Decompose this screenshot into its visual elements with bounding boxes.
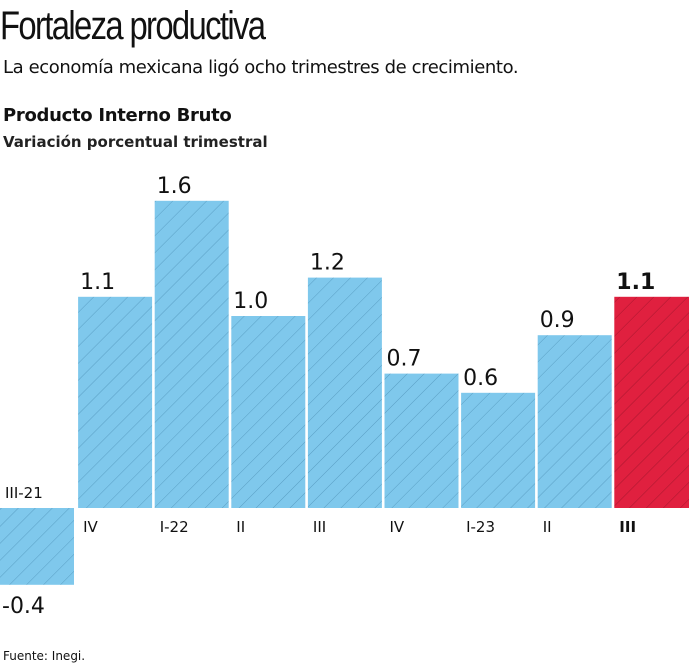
source-note: Fuente: Inegi. (3, 649, 86, 663)
chart-title: Producto Interno Bruto (3, 105, 232, 126)
bar (537, 335, 612, 508)
category-label: I-23 (466, 518, 495, 536)
bar (78, 296, 153, 508)
category-label: IV (390, 518, 405, 536)
category-label: II (236, 518, 245, 536)
bar (154, 200, 229, 509)
category-label: II (543, 518, 552, 536)
value-label: 1.0 (233, 289, 268, 314)
value-label: 0.9 (540, 308, 575, 333)
value-label: -0.4 (2, 594, 45, 619)
value-label: 1.2 (310, 251, 345, 276)
bar (614, 296, 689, 508)
chart-subtitle: Variación porcentual trimestral (3, 133, 268, 151)
value-label: 0.7 (387, 347, 422, 372)
bar (461, 392, 536, 508)
value-label: 0.6 (463, 366, 498, 391)
category-label: III (619, 518, 636, 536)
category-label: III-21 (5, 484, 43, 502)
subheadline: La economía mexicana ligó ocho trimestre… (3, 57, 519, 78)
bar (384, 373, 459, 508)
category-label: IV (83, 518, 98, 536)
bar (307, 277, 382, 508)
category-label: I-22 (160, 518, 189, 536)
value-label: 1.1 (616, 270, 655, 295)
value-label: 1.6 (157, 174, 192, 199)
bar (231, 316, 306, 508)
value-label: 1.1 (80, 270, 115, 295)
bar (0, 508, 74, 585)
headline: Fortaleza productiva (0, 4, 266, 48)
category-label: III (313, 518, 326, 536)
